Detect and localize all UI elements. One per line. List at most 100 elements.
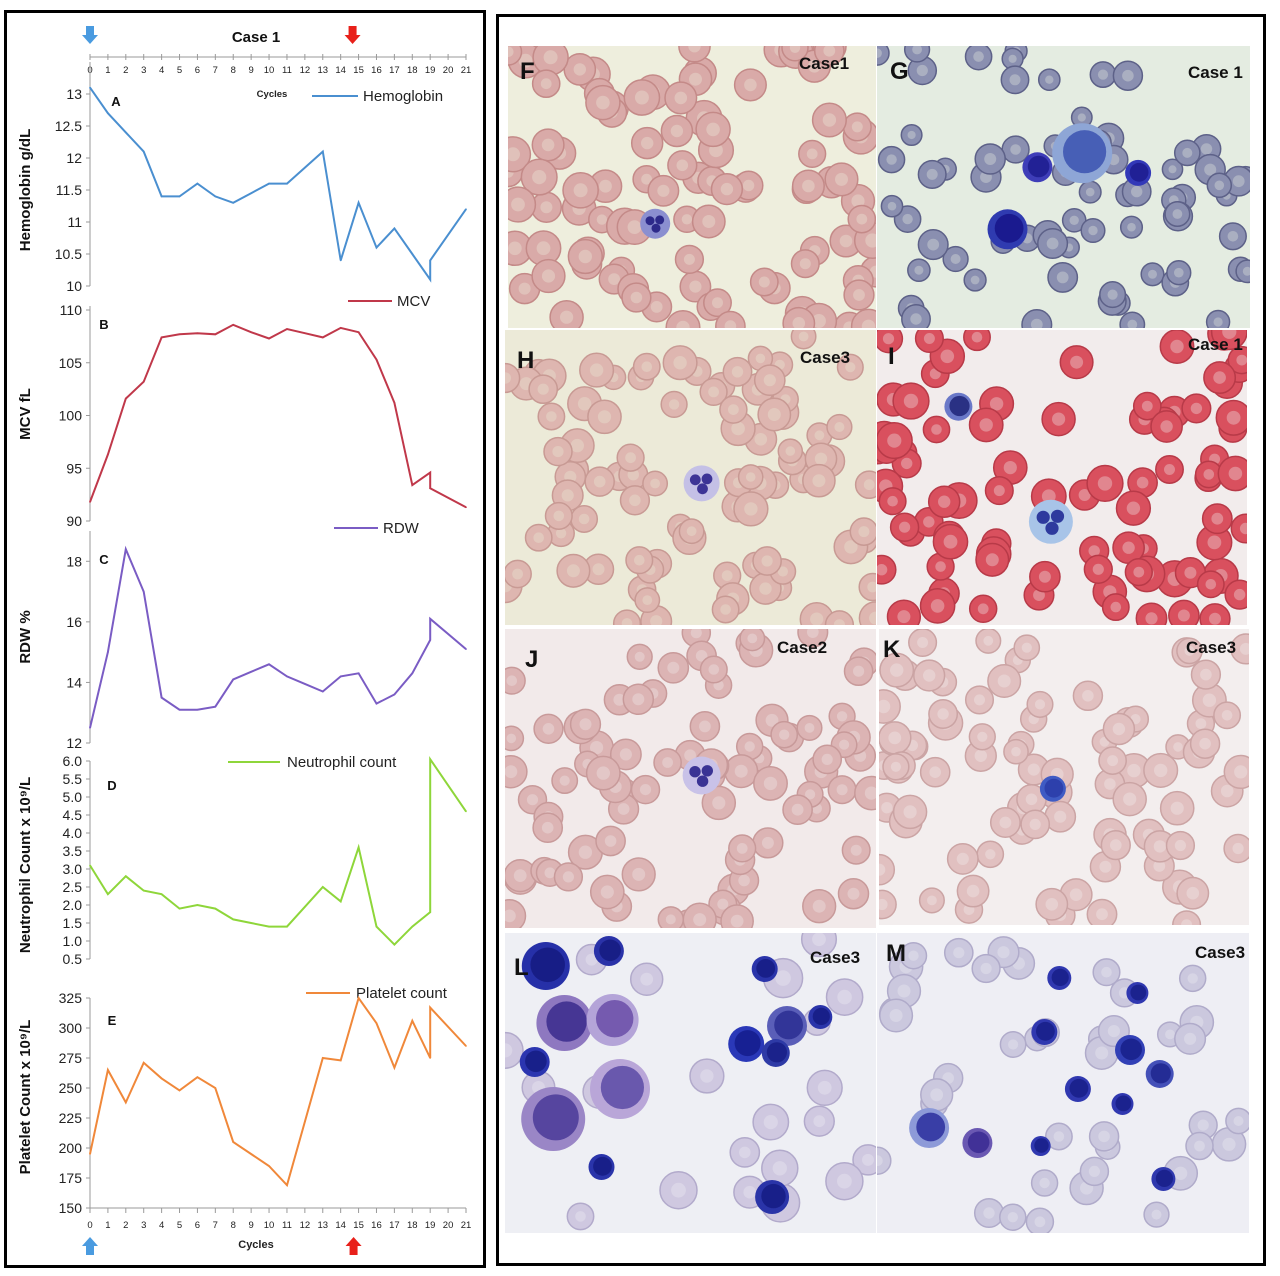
central-pallor (923, 669, 936, 682)
red-blood-cell (719, 395, 748, 424)
central-pallor (834, 422, 845, 432)
y-tick-label: 100 (59, 408, 83, 424)
central-pallor (712, 297, 723, 309)
central-pallor (1174, 267, 1184, 278)
central-pallor (772, 1161, 787, 1176)
red-blood-cell (964, 46, 993, 71)
central-pallor (758, 276, 770, 288)
central-pallor (1227, 231, 1239, 242)
data-point (304, 906, 306, 908)
red-blood-cell (975, 629, 1002, 654)
red-blood-cell (917, 229, 949, 261)
red-blood-cell (963, 268, 987, 292)
y-tick-label: 1.0 (63, 933, 83, 949)
data-point (268, 182, 270, 185)
end-arrow-top-icon (344, 26, 361, 44)
central-pallor (532, 170, 547, 185)
central-pallor (688, 46, 701, 53)
data-point (214, 1087, 217, 1089)
red-blood-cell (533, 713, 564, 744)
data-point (304, 332, 306, 335)
red-blood-cell (917, 159, 947, 189)
central-pallor (573, 183, 588, 198)
start-arrow-top-icon (82, 26, 98, 44)
micrograph-image (505, 330, 876, 625)
red-blood-cell (629, 962, 664, 996)
data-point (214, 195, 217, 198)
red-blood-cell (566, 1202, 595, 1231)
central-pallor (630, 291, 643, 304)
data-point (268, 663, 270, 666)
central-pallor (1082, 690, 1094, 702)
data-point (107, 453, 109, 456)
central-pallor (1213, 317, 1223, 327)
central-pallor (997, 946, 1010, 959)
central-pallor (910, 313, 922, 325)
central-pallor (671, 1182, 686, 1198)
red-blood-cell (989, 807, 1021, 838)
red-blood-cell (505, 362, 521, 394)
micrograph-image (879, 629, 1249, 925)
central-pallor (1226, 410, 1241, 425)
central-pallor (505, 372, 511, 384)
central-pallor (1172, 209, 1183, 219)
red-blood-cell (753, 364, 786, 397)
top-axis-tick-label: 14 (335, 65, 346, 76)
red-blood-cell (813, 46, 845, 67)
red-blood-cell (1227, 345, 1247, 375)
red-blood-cell (919, 588, 956, 624)
red-blood-cell (963, 330, 991, 352)
central-pallor (1153, 860, 1166, 872)
data-point (250, 1153, 252, 1155)
data-point (214, 333, 217, 336)
red-blood-cell (1047, 261, 1079, 293)
central-pallor (1234, 765, 1248, 779)
red-blood-cell (753, 765, 788, 801)
case-label-f: Case1 (799, 54, 850, 73)
central-pallor (541, 138, 555, 152)
red-blood-cell (728, 834, 757, 863)
red-blood-cell (1165, 830, 1196, 861)
central-pallor (1099, 860, 1112, 873)
central-pallor (983, 635, 994, 646)
central-pallor (836, 711, 848, 722)
red-blood-cell (562, 171, 599, 209)
series-line (89, 545, 467, 729)
central-pallor (1078, 489, 1091, 501)
y-axis-label: Neutrophil Count x 10⁹/L (17, 777, 34, 953)
red-blood-cell (1205, 309, 1231, 328)
nucleus-lobe (645, 216, 655, 226)
central-pallor (541, 821, 554, 834)
central-pallor (1186, 886, 1200, 900)
legend-label: Platelet count (356, 985, 448, 1002)
central-pallor (1184, 1032, 1197, 1045)
micrograph-k (879, 629, 1249, 925)
x-tick-label: 15 (353, 1220, 364, 1231)
red-blood-cell (1189, 728, 1221, 759)
data-point (375, 1022, 378, 1024)
central-pallor (853, 665, 865, 677)
central-pallor (970, 275, 980, 285)
top-axis-tick-label: 20 (443, 65, 454, 76)
red-blood-cell (1099, 281, 1127, 309)
red-blood-cell (691, 204, 726, 239)
micrograph-g (877, 46, 1250, 328)
cell-nucleus (1051, 968, 1069, 986)
central-pallor (916, 64, 928, 77)
central-pallor (1088, 225, 1098, 236)
central-pallor (1070, 355, 1084, 369)
red-blood-cell (1083, 554, 1113, 584)
central-pallor (1209, 612, 1221, 625)
data-point (357, 672, 360, 675)
micrograph-image (877, 933, 1249, 1233)
red-blood-cell (968, 594, 998, 624)
central-pallor (812, 933, 826, 947)
central-pallor (864, 786, 876, 800)
central-pallor (1003, 461, 1017, 475)
data-point (393, 943, 396, 946)
red-blood-cell (1072, 680, 1104, 712)
red-blood-cell (532, 812, 564, 844)
data-point (411, 1020, 414, 1022)
data-point (465, 648, 467, 650)
y-tick-label: 3.5 (63, 843, 83, 859)
